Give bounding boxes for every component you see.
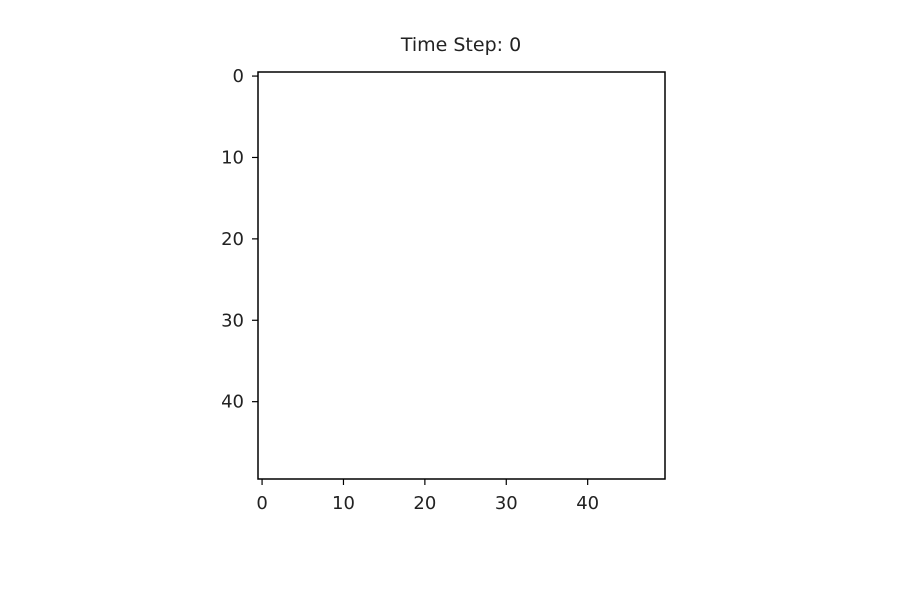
x-tick-label: 0: [256, 493, 267, 514]
y-tick-label: 20: [221, 229, 244, 250]
x-tick-label: 30: [495, 493, 518, 514]
y-tick-label: 0: [233, 66, 244, 87]
y-axis: 0 10 20 30 40: [221, 66, 258, 413]
y-tick-label: 10: [221, 147, 244, 168]
x-axis: 0 10 20 30 40: [256, 479, 599, 514]
heatmap-image: [258, 72, 665, 479]
y-tick-label: 30: [221, 310, 244, 331]
x-tick-label: 40: [576, 493, 599, 514]
x-tick-label: 20: [413, 493, 436, 514]
chart-title: Time Step: 0: [400, 34, 521, 56]
x-tick-label: 10: [332, 493, 355, 514]
y-tick-label: 40: [221, 392, 244, 413]
plot-frame: [257, 71, 666, 480]
